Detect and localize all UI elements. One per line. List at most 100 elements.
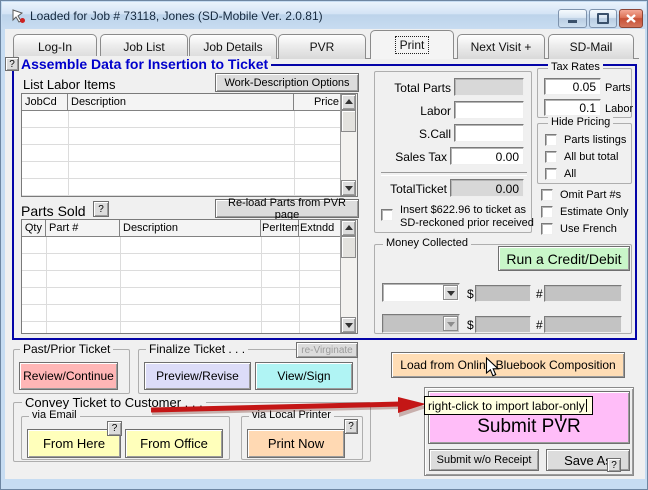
use-french-checkbox[interactable] bbox=[541, 223, 553, 235]
run-credit-debit-button[interactable]: Run a Credit/Debit bbox=[498, 246, 630, 271]
labor-col-description[interactable]: Description bbox=[68, 94, 294, 111]
app-icon bbox=[12, 9, 25, 23]
tab-job-details[interactable]: Job Details bbox=[189, 34, 277, 59]
tax-rates-title: Tax Rates bbox=[548, 61, 603, 73]
total-ticket-label: TotalTicket bbox=[390, 182, 447, 196]
from-here-help-button[interactable]: ? bbox=[107, 421, 122, 436]
hide-parts-listings-checkbox[interactable] bbox=[545, 134, 557, 146]
button-label: Preview/Revise bbox=[156, 369, 239, 383]
parts-col-peritem[interactable]: PerItem bbox=[261, 220, 301, 237]
tab-job-list[interactable]: Job List bbox=[100, 34, 188, 59]
print-now-help-button[interactable]: ? bbox=[344, 419, 358, 434]
import-labor-tooltip: right-click to import labor-only bbox=[424, 396, 593, 415]
field-value: 0.05 bbox=[572, 80, 596, 94]
total-parts-label: Total Parts bbox=[394, 81, 451, 95]
omit-part-numbers-checkbox[interactable] bbox=[541, 189, 553, 201]
hide-all-but-total-checkbox[interactable] bbox=[545, 151, 557, 163]
hide-parts-listings-label: Parts listings bbox=[564, 134, 627, 146]
scrollbar-thumb[interactable] bbox=[341, 236, 356, 258]
parts-tax-field[interactable]: 0.05 bbox=[544, 78, 601, 95]
parts-sold-help-button[interactable]: ? bbox=[93, 201, 109, 217]
from-office-button[interactable]: From Office bbox=[125, 429, 223, 458]
preview-revise-button[interactable]: Preview/Revise bbox=[144, 362, 251, 390]
tab-label: Job Details bbox=[203, 40, 263, 54]
scall-label: S.Call bbox=[418, 127, 451, 141]
estimate-only-checkbox[interactable] bbox=[541, 206, 553, 218]
parts-grid-scrollbar[interactable] bbox=[340, 220, 357, 333]
hash-sign-label: # bbox=[536, 318, 543, 332]
payment-type-combo-2 bbox=[382, 314, 460, 333]
labor-grid-body[interactable] bbox=[22, 111, 343, 196]
sales-tax-field[interactable]: 0.00 bbox=[450, 147, 524, 165]
parts-col-qty[interactable]: Qty bbox=[22, 220, 46, 237]
labor-col-price[interactable]: Price bbox=[294, 94, 343, 111]
estimate-only-label: Estimate Only bbox=[560, 206, 629, 218]
use-french-label: Use French bbox=[560, 223, 617, 235]
revirginate-button[interactable]: re-Virginate bbox=[296, 342, 358, 358]
scall-field[interactable] bbox=[454, 124, 524, 142]
scroll-down-icon bbox=[344, 323, 353, 332]
scroll-up-button[interactable] bbox=[341, 220, 356, 236]
tab-pvr[interactable]: PVR bbox=[278, 34, 366, 59]
print-now-button[interactable]: Print Now bbox=[247, 429, 345, 458]
combo-dropdown-button bbox=[443, 316, 458, 331]
via-printer-groupbox: via Local Printer bbox=[241, 409, 363, 460]
scroll-up-icon bbox=[344, 95, 353, 104]
labor-grid: JobCd Description Price bbox=[21, 93, 358, 197]
hide-all-checkbox[interactable] bbox=[545, 168, 557, 180]
hide-pricing-title: Hide Pricing bbox=[548, 116, 614, 128]
parts-col-extndd[interactable]: Extndd bbox=[299, 220, 343, 237]
work-description-options-button[interactable]: Work-Description Options bbox=[215, 73, 359, 92]
from-here-button[interactable]: From Here bbox=[27, 429, 121, 458]
combo-dropdown-button[interactable] bbox=[443, 285, 458, 300]
chevron-down-icon bbox=[446, 290, 455, 300]
convey-groupbox: Convey Ticket to Customer . . . bbox=[13, 395, 371, 462]
finalize-title: Finalize Ticket . . . bbox=[146, 342, 249, 356]
labor-grid-scrollbar[interactable] bbox=[340, 94, 357, 196]
insert-prior-received-checkbox[interactable] bbox=[381, 209, 393, 221]
scroll-down-button[interactable] bbox=[341, 317, 356, 333]
tab-label: Print bbox=[394, 36, 430, 54]
tab-sd-mail[interactable]: SD-Mail bbox=[548, 34, 634, 59]
scroll-down-icon bbox=[344, 186, 353, 195]
scroll-up-button[interactable] bbox=[341, 94, 356, 110]
parts-grid-body[interactable] bbox=[22, 237, 343, 333]
omit-part-numbers-label: Omit Part #s bbox=[560, 189, 622, 201]
reload-parts-button[interactable]: Re-load Parts from PVR page bbox=[215, 197, 359, 221]
finalize-groupbox: Finalize Ticket . . . bbox=[138, 342, 358, 394]
field-value: 0.00 bbox=[495, 150, 519, 164]
view-sign-button[interactable]: View/Sign bbox=[255, 362, 353, 390]
scrollbar-thumb[interactable] bbox=[341, 110, 356, 132]
tab-log-in[interactable]: Log-In bbox=[13, 34, 97, 59]
labor-col-jobcd[interactable]: JobCd bbox=[22, 94, 68, 111]
close-button[interactable] bbox=[619, 9, 643, 28]
insert-prior-received-label-line2: SD-reckoned prior received bbox=[400, 217, 534, 229]
totals-panel: Total Parts Labor S.Call Sales Tax 0.00 … bbox=[374, 71, 534, 233]
button-label: From Here bbox=[42, 436, 106, 451]
assemble-groupbox bbox=[12, 64, 637, 340]
help-button[interactable]: ? bbox=[5, 57, 19, 71]
button-label: re-Virginate bbox=[301, 344, 353, 356]
payment-type-combo-1[interactable] bbox=[382, 283, 460, 302]
parts-grid: Qty Part # Description PerItem Extndd bbox=[21, 219, 358, 334]
totals-separator bbox=[381, 172, 527, 176]
tab-next-visit[interactable]: Next Visit + bbox=[457, 34, 545, 59]
mouse-cursor bbox=[485, 357, 500, 377]
scroll-down-button[interactable] bbox=[341, 180, 356, 196]
parts-col-part[interactable]: Part # bbox=[46, 220, 120, 237]
load-bluebook-button[interactable]: Load from Online Bluebook Composition bbox=[391, 352, 625, 378]
labor-tax-label: Labor bbox=[605, 103, 634, 115]
submit-without-receipt-button[interactable]: Submit w/o Receipt bbox=[429, 449, 539, 471]
save-as-help-button[interactable]: ? bbox=[607, 458, 621, 472]
text-caret bbox=[585, 399, 587, 412]
tab-print[interactable]: Print bbox=[370, 30, 454, 59]
title-bar[interactable]: Loaded for Job # 73118, Jones (SD-Mobile… bbox=[2, 2, 646, 29]
minimize-button[interactable] bbox=[558, 9, 587, 28]
dollar-sign-label: $ bbox=[467, 318, 474, 332]
labor-field[interactable] bbox=[454, 101, 524, 119]
labor-tax-field[interactable]: 0.1 bbox=[544, 99, 601, 116]
maximize-button[interactable] bbox=[589, 9, 617, 28]
reference-field-1 bbox=[544, 285, 622, 302]
review-continue-button[interactable]: Review/Continue bbox=[19, 362, 118, 390]
parts-col-description[interactable]: Description bbox=[120, 220, 261, 237]
